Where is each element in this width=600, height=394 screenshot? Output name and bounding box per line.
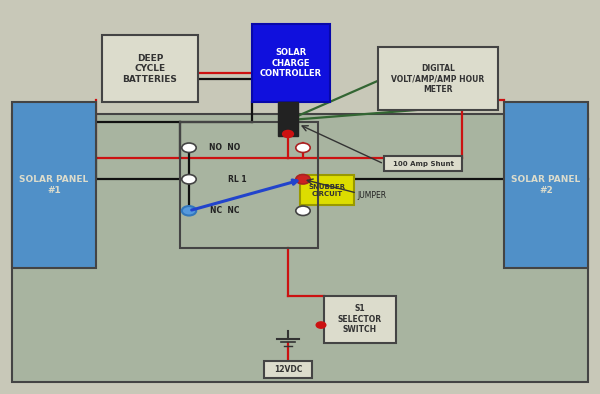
Text: SOLAR PANEL
#2: SOLAR PANEL #2 bbox=[511, 175, 581, 195]
Bar bbox=[252, 24, 330, 102]
Bar bbox=[300, 175, 354, 205]
Text: 100 Amp Shunt: 100 Amp Shunt bbox=[392, 161, 454, 167]
Bar bbox=[12, 114, 588, 382]
Bar bbox=[384, 156, 462, 171]
Circle shape bbox=[296, 175, 310, 184]
Text: SNUBBER
CIRCUIT: SNUBBER CIRCUIT bbox=[308, 184, 346, 197]
Circle shape bbox=[296, 206, 310, 216]
Bar bbox=[324, 296, 396, 343]
Text: 12VDC: 12VDC bbox=[274, 365, 302, 374]
Text: DIGITAL
VOLT/AMP/AMP HOUR
METER: DIGITAL VOLT/AMP/AMP HOUR METER bbox=[391, 64, 485, 94]
Circle shape bbox=[182, 143, 196, 152]
Bar bbox=[278, 102, 298, 136]
Circle shape bbox=[296, 143, 310, 152]
Bar bbox=[102, 35, 198, 102]
Circle shape bbox=[182, 175, 196, 184]
Bar bbox=[12, 102, 96, 268]
Bar bbox=[264, 361, 312, 378]
Circle shape bbox=[182, 206, 196, 216]
Circle shape bbox=[283, 130, 293, 138]
Text: S1
SELECTOR
SWITCH: S1 SELECTOR SWITCH bbox=[338, 304, 382, 334]
Bar bbox=[378, 47, 498, 110]
Bar bbox=[180, 122, 318, 248]
Text: RL 1: RL 1 bbox=[227, 175, 247, 184]
Text: SOLAR PANEL
#1: SOLAR PANEL #1 bbox=[19, 175, 89, 195]
Text: SOLAR
CHARGE
CONTROLLER: SOLAR CHARGE CONTROLLER bbox=[260, 48, 322, 78]
Circle shape bbox=[316, 322, 326, 328]
Bar bbox=[504, 102, 588, 268]
Text: DEEP
CYCLE
BATTERIES: DEEP CYCLE BATTERIES bbox=[122, 54, 178, 84]
Text: NO  NO: NO NO bbox=[209, 143, 241, 152]
Text: NC  NC: NC NC bbox=[210, 206, 240, 215]
Text: JUMPER: JUMPER bbox=[357, 191, 386, 199]
